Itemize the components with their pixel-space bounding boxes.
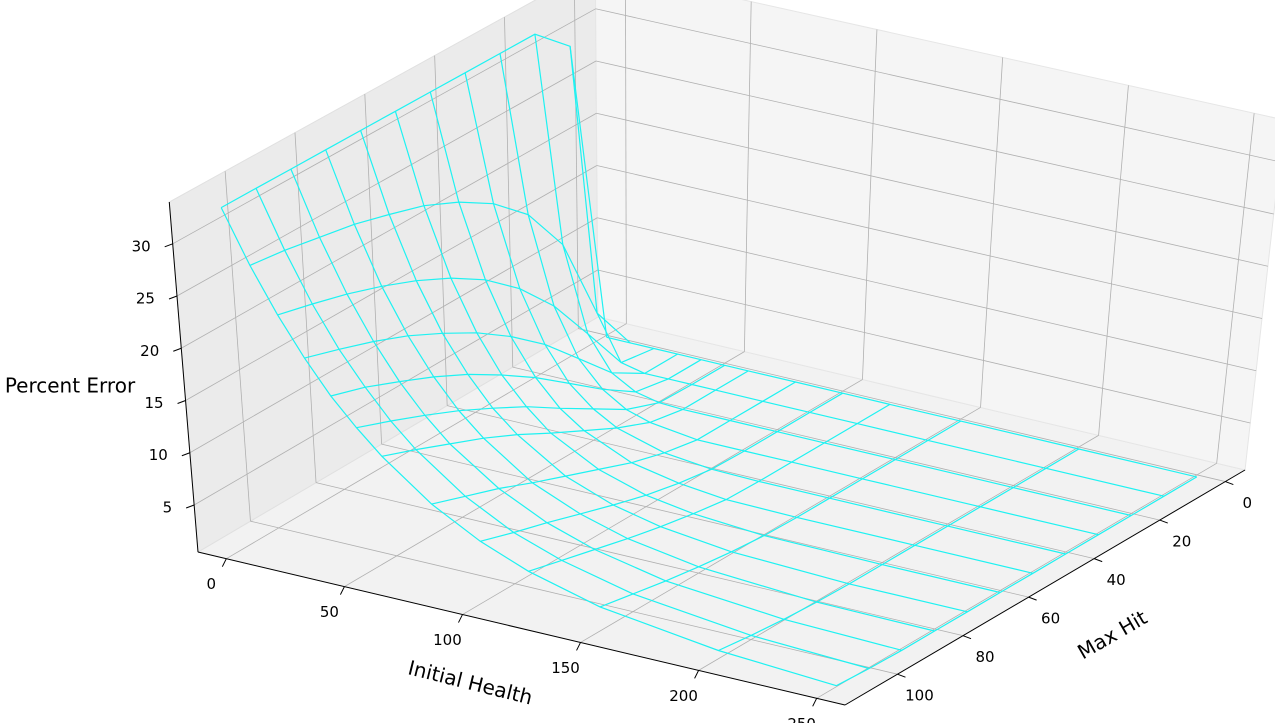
grid-line [596,112,1268,267]
z-tick-label: 10 [149,446,168,464]
x-tick [694,670,700,679]
y-tick-label: 0 [1243,494,1253,512]
y-tick-label: 80 [975,648,994,666]
y-tick [897,673,906,678]
grid-line [172,8,596,245]
x-axis-line [197,551,846,706]
z-tick-label: 30 [132,237,151,255]
z-tick [185,504,195,509]
grid-line [315,482,964,637]
grid-line [744,1,752,352]
z-tick [164,243,173,248]
y-tick [1159,519,1168,524]
z-tick-label: 5 [163,498,173,516]
x-tick-label: 150 [551,659,580,677]
grid-line [294,132,317,483]
z-tick [181,452,191,457]
x-tick-label: 0 [207,575,217,593]
z-axis-title: Percent Error [5,374,136,398]
y-tick-label: 40 [1107,571,1126,589]
grid-line [434,55,448,406]
grid-line [597,269,1251,424]
grid-line [862,29,878,380]
back-pane [595,0,1275,471]
grid-line [596,165,1263,319]
surface-column [718,448,1080,652]
surface-column [480,392,844,542]
grid-line [344,351,745,587]
z-tick [177,400,186,404]
z-axis-line [168,201,199,553]
surface-column [381,370,749,457]
y-tick [1028,596,1037,601]
grid-line [250,520,898,675]
surface-column [277,277,655,364]
z-tick-label: 20 [140,342,159,360]
x-tick [458,614,463,623]
surface-column [431,381,796,505]
z-tick-label: 25 [136,290,155,308]
x-tick-label: 100 [433,631,462,649]
grid-line [189,217,598,454]
grid-line [226,323,627,560]
surface-column [330,359,702,397]
grid-line [1216,113,1255,464]
grid-line [580,407,981,643]
grid-line [597,217,1257,372]
x-tick-label: 250 [787,715,816,723]
y-tick [962,635,972,640]
grid-line [980,57,1004,408]
grid-line [698,435,1099,671]
z-tick-label: 15 [144,394,163,412]
x-tick [221,558,227,567]
grid-line [181,112,597,349]
x-tick [812,698,818,707]
grid-line [504,17,514,368]
grid-line [447,405,1095,559]
y-axis-title: Max Hit [1073,605,1151,664]
z-tick [168,295,178,300]
grid-line [512,366,1160,521]
grid-line [462,379,863,615]
surface-column [249,201,631,344]
grid-line [625,0,627,324]
surface-column [220,33,608,338]
grid-line [193,269,598,506]
x-tick-label: 50 [320,603,339,621]
grid-line [176,60,597,297]
grid-line [574,0,579,329]
x-tick-label: 200 [669,687,698,705]
surface-column [528,403,891,572]
grid-line [224,171,251,522]
grid-line [185,165,598,401]
x-tick [339,586,345,595]
y-tick-label: 100 [905,687,934,705]
surface-column [599,420,962,608]
grid-line [595,8,1275,162]
grid-line [1098,85,1129,436]
x-tick [576,642,581,651]
y-tick [1225,481,1234,486]
y-tick-label: 60 [1041,610,1060,628]
x-axis-title: Initial Health [406,655,535,709]
y-axis-line [844,469,1246,706]
grid-line [578,328,1226,482]
surface-column [304,332,678,375]
grid-line [381,443,1029,598]
grid-line [816,462,1217,699]
grid-line [595,60,1274,215]
y-tick [1094,558,1103,563]
y-tick-label: 20 [1172,533,1191,551]
surface-column [836,476,1198,687]
surface-column [356,364,726,429]
z-tick [173,347,182,352]
